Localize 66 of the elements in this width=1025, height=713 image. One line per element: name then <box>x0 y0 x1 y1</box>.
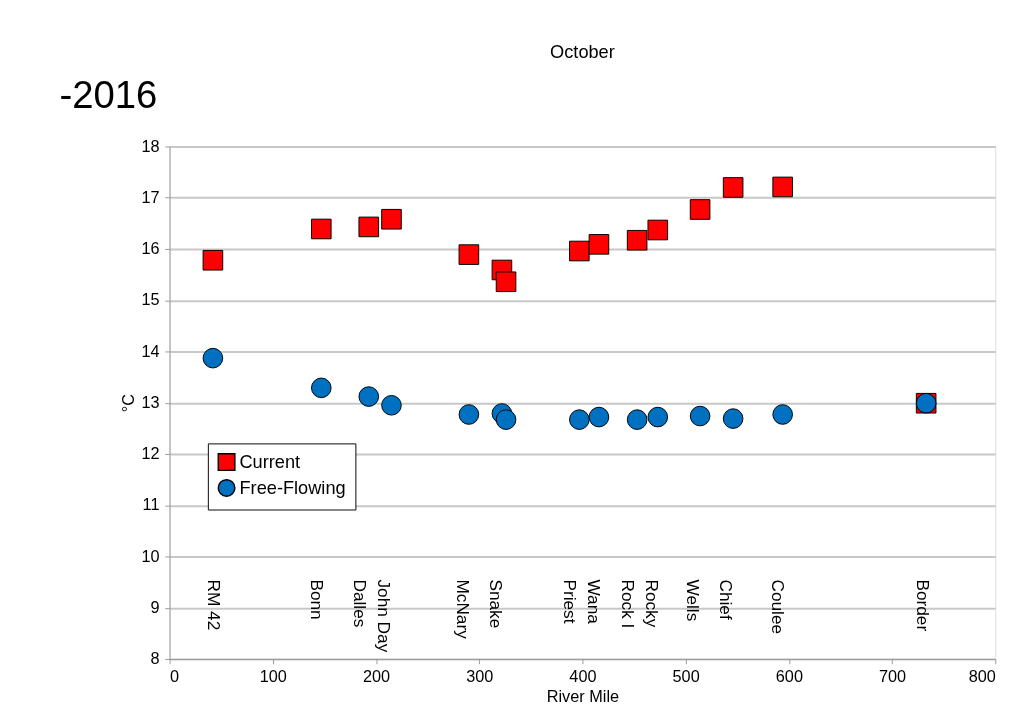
point <box>310 218 332 240</box>
point <box>689 405 711 427</box>
point <box>647 406 669 428</box>
y-tick-label: 10 <box>141 546 160 565</box>
point <box>310 377 332 399</box>
point <box>588 406 610 428</box>
annotation: RM 42 <box>203 579 224 631</box>
legend-label: Free-Flowing <box>239 477 346 498</box>
y-tick-label: 15 <box>141 290 160 309</box>
y-axis-title: °C <box>118 393 137 413</box>
point <box>358 386 380 407</box>
point <box>588 234 610 255</box>
point <box>495 409 517 430</box>
y-tick-label: 8 <box>150 649 160 668</box>
x-axis-title: River Mile <box>546 686 620 705</box>
y-tick-label: 16 <box>141 239 160 258</box>
x-tick-label: 300 <box>466 667 494 686</box>
x-tick-label: 0 <box>170 667 180 686</box>
point <box>626 409 648 430</box>
annotation: Dalles <box>350 579 371 628</box>
text: -2016 <box>59 73 158 117</box>
annotation: John Day <box>374 579 395 653</box>
chart-title: October <box>550 42 615 63</box>
point <box>722 177 744 198</box>
annotation: Bonn <box>307 579 328 620</box>
y-tick-label: 9 <box>150 597 160 616</box>
point <box>202 347 224 369</box>
x-tick-label: 200 <box>362 667 391 686</box>
annotation: Priest <box>560 579 581 624</box>
annotation: Rock I <box>617 579 638 629</box>
point <box>772 176 793 198</box>
point <box>202 249 224 271</box>
annotation: Chief <box>716 579 737 620</box>
annotation: Wana <box>584 579 605 625</box>
point <box>458 404 480 425</box>
x-tick-label: 800 <box>968 667 996 686</box>
annotation: Rocky <box>641 579 662 628</box>
point <box>647 219 669 241</box>
point <box>569 240 590 262</box>
annotation: Wells <box>682 579 703 622</box>
y-tick-label: 13 <box>141 392 160 411</box>
y-tick-label: 11 <box>142 495 160 514</box>
annotation: Coulee <box>768 579 789 635</box>
x-tick-label: 600 <box>775 667 803 686</box>
legend-label: Current <box>239 451 301 472</box>
x-tick-label: 700 <box>878 667 907 686</box>
annotation: Border <box>912 579 933 632</box>
annotation: Snake <box>486 579 507 629</box>
point <box>722 408 744 429</box>
point <box>458 244 480 265</box>
point <box>381 395 402 416</box>
point <box>495 271 517 293</box>
y-tick-label: 14 <box>141 341 160 360</box>
x-tick-label: 400 <box>569 667 597 686</box>
point <box>772 404 793 425</box>
y-tick-label: 17 <box>141 187 160 206</box>
annotation: McNary <box>452 579 473 640</box>
point <box>689 199 711 220</box>
y-tick-label: 12 <box>141 444 160 463</box>
point <box>381 208 402 230</box>
x-tick-label: 100 <box>259 667 287 686</box>
point <box>569 409 590 430</box>
point <box>358 216 380 238</box>
point <box>626 229 648 251</box>
x-tick-label: 500 <box>672 667 700 686</box>
y-tick-label: 18 <box>141 136 160 155</box>
